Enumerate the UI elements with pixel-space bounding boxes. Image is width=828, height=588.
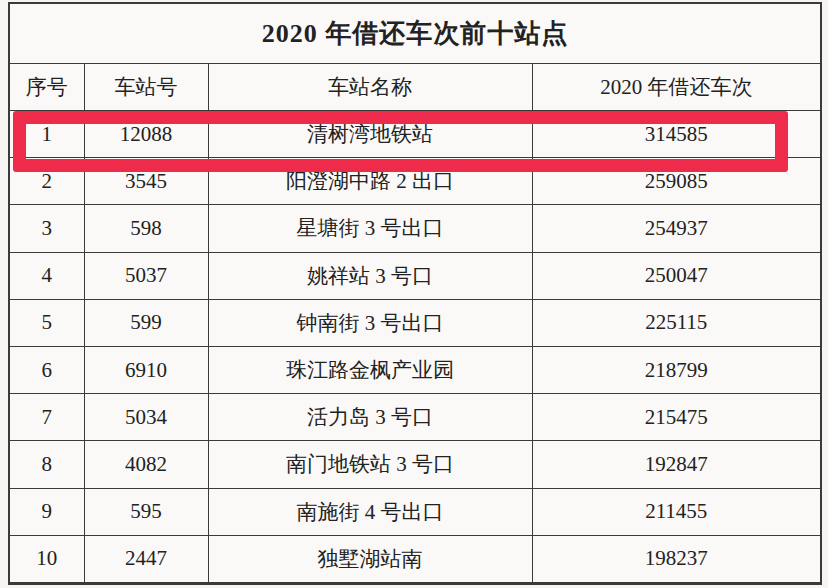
station-name-cell: 姚祥站 3 号口 [208, 252, 532, 299]
table-row: 8 4082 南门地铁站 3 号口 192847 [10, 441, 820, 488]
station-id-cell: 5037 [84, 252, 208, 299]
rank-cell: 7 [10, 394, 84, 441]
header-row: 序号 车站号 车站名称 2020 年借还车次 [10, 64, 820, 111]
rank-cell: 9 [10, 488, 84, 535]
table-row: 5 599 钟南街 3 号出口 225115 [10, 299, 820, 346]
col-header-name: 车站名称 [208, 64, 532, 111]
table-row: 1 12088 清树湾地铁站 314585 [10, 111, 820, 158]
station-id-cell: 12088 [84, 111, 208, 158]
rank-cell: 8 [10, 441, 84, 488]
trips-cell: 225115 [532, 299, 820, 346]
trips-cell: 211455 [532, 488, 820, 535]
station-name-cell: 清树湾地铁站 [208, 111, 532, 158]
table-row: 6 6910 珠江路金枫产业园 218799 [10, 346, 820, 393]
trips-cell: 254937 [532, 205, 820, 252]
table-row: 3 598 星塘街 3 号出口 254937 [10, 205, 820, 252]
rank-cell: 10 [10, 535, 84, 582]
trips-cell: 198237 [532, 535, 820, 582]
table-row: 4 5037 姚祥站 3 号口 250047 [10, 252, 820, 299]
station-name-cell: 活力岛 3 号口 [208, 394, 532, 441]
table-row: 7 5034 活力岛 3 号口 215475 [10, 394, 820, 441]
rank-cell: 2 [10, 158, 84, 205]
trips-cell: 314585 [532, 111, 820, 158]
station-name-cell: 南门地铁站 3 号口 [208, 441, 532, 488]
trips-cell: 215475 [532, 394, 820, 441]
table-row: 10 2447 独墅湖站南 198237 [10, 535, 820, 582]
stations-table: 2020 年借还车次前十站点 序号 车站号 车站名称 2020 年借还车次 1 … [8, 2, 822, 585]
col-header-trips: 2020 年借还车次 [532, 64, 820, 111]
station-id-cell: 5034 [84, 394, 208, 441]
station-id-cell: 4082 [84, 441, 208, 488]
station-name-cell: 珠江路金枫产业园 [208, 346, 532, 393]
station-name-cell: 独墅湖站南 [208, 535, 532, 582]
trips-cell: 192847 [532, 441, 820, 488]
station-id-cell: 595 [84, 488, 208, 535]
trips-cell: 259085 [532, 158, 820, 205]
station-name-cell: 钟南街 3 号出口 [208, 299, 532, 346]
station-id-cell: 599 [84, 299, 208, 346]
table-row: 2 3545 阳澄湖中路 2 出口 259085 [10, 158, 820, 205]
station-id-cell: 3545 [84, 158, 208, 205]
station-id-cell: 6910 [84, 346, 208, 393]
trips-cell: 218799 [532, 346, 820, 393]
station-name-cell: 南施街 4 号出口 [208, 488, 532, 535]
rank-cell: 5 [10, 299, 84, 346]
trips-cell: 250047 [532, 252, 820, 299]
table-row: 9 595 南施街 4 号出口 211455 [10, 488, 820, 535]
station-name-cell: 阳澄湖中路 2 出口 [208, 158, 532, 205]
table-title: 2020 年借还车次前十站点 [10, 4, 820, 64]
rank-cell: 4 [10, 252, 84, 299]
rank-cell: 3 [10, 205, 84, 252]
stations-data-table: 序号 车站号 车站名称 2020 年借还车次 1 12088 清树湾地铁站 31… [10, 64, 820, 583]
rank-cell: 1 [10, 111, 84, 158]
col-header-rank: 序号 [10, 64, 84, 111]
station-id-cell: 598 [84, 205, 208, 252]
rank-cell: 6 [10, 346, 84, 393]
station-id-cell: 2447 [84, 535, 208, 582]
station-name-cell: 星塘街 3 号出口 [208, 205, 532, 252]
col-header-station-id: 车站号 [84, 64, 208, 111]
